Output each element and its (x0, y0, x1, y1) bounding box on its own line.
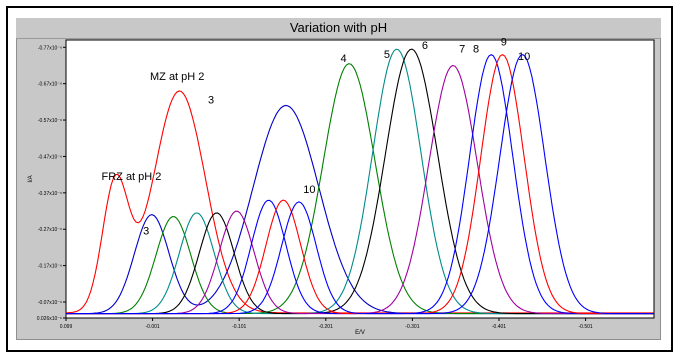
y-tick-label: -0.17x10⁻⁶ (38, 264, 62, 270)
y-tick-label: -0.27x10⁻⁶ (38, 227, 62, 233)
y-tick-label: 0.026x10⁻⁶ (37, 316, 62, 322)
y-tick-label: -0.47x10⁻⁶ (38, 154, 62, 160)
y-tick-label: -0.07x10⁻⁶ (38, 300, 62, 306)
y-tick-label: -0.57x10⁻⁶ (38, 118, 62, 124)
annotation-label: 3 (208, 95, 214, 107)
x-tick-label: -0.501 (578, 324, 592, 330)
series-line-9 (66, 53, 654, 315)
x-axis-label: E/V (355, 330, 365, 336)
x-tick-label: -0.401 (492, 324, 506, 330)
annotation-label: FRZ at pH 2 (102, 171, 162, 183)
y-axis-label: I/A (28, 175, 34, 182)
y-tick-label: -0.67x10⁻⁶ (38, 82, 62, 88)
annotation-label: 4 (341, 53, 347, 65)
annotation-label: 3 (143, 226, 149, 238)
annotation-label: 6 (422, 40, 428, 52)
annotation-label: 5 (384, 49, 390, 61)
annotation-label: 7 (459, 44, 465, 56)
x-tick-label: -0.301 (405, 324, 419, 330)
x-tick-label: -0.201 (319, 324, 333, 330)
x-tick-label: 0.099 (60, 324, 73, 330)
annotation-label: 10 (303, 184, 315, 196)
chart-title: Variation with pH (16, 18, 661, 39)
annotation-label: 10 (518, 51, 530, 63)
x-tick-label: -0.101 (232, 324, 246, 330)
annotation-label: 8 (473, 44, 479, 56)
y-tick-label: -0.37x10⁻⁶ (38, 191, 62, 197)
annotation-label: 9 (501, 36, 507, 48)
annotation-label: MZ at pH 2 (150, 71, 204, 83)
x-tick-label: -0.001 (146, 324, 160, 330)
y-tick-label: -0.77x10⁻⁶ (38, 45, 62, 51)
